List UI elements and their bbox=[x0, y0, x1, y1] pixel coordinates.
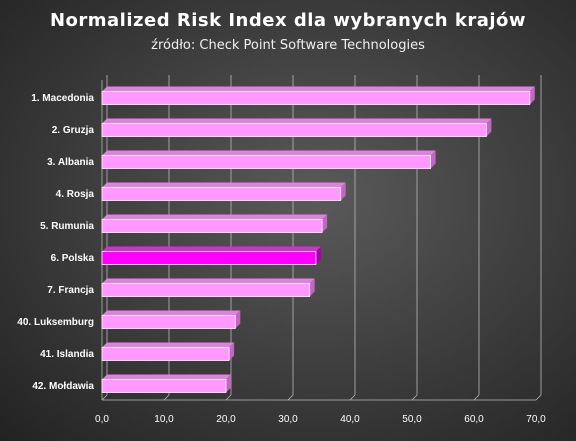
bar-end bbox=[229, 342, 235, 361]
chart-title: Normalized Risk Index dla wybranych kraj… bbox=[49, 10, 527, 31]
bar-top bbox=[102, 342, 235, 348]
bar-end bbox=[486, 118, 492, 137]
gridline-floor bbox=[473, 394, 480, 401]
bar bbox=[101, 155, 432, 169]
category-label: 4. Rosja bbox=[56, 189, 95, 200]
bar-end bbox=[430, 150, 436, 169]
x-tick-label: 10,0 bbox=[154, 414, 174, 425]
bar bbox=[101, 315, 236, 329]
category-label: 1. Macedonia bbox=[31, 93, 94, 104]
x-tick-label: 20,0 bbox=[216, 414, 236, 425]
bar bbox=[101, 347, 230, 361]
bar-end bbox=[315, 246, 321, 265]
bar-end bbox=[322, 214, 328, 233]
category-label: 6. Polska bbox=[51, 253, 95, 264]
category-label: 7. Francja bbox=[47, 285, 94, 296]
gridline-floor bbox=[535, 394, 542, 401]
bar-end bbox=[529, 86, 535, 105]
bar-top bbox=[102, 374, 231, 380]
bar-top bbox=[102, 182, 346, 188]
chart-subtitle: źródło: Check Point Software Technologie… bbox=[151, 38, 425, 53]
x-tick-label: 0,0 bbox=[95, 414, 109, 425]
bar bbox=[101, 91, 531, 105]
x-tick-label: 50,0 bbox=[402, 414, 422, 425]
gridline-floor bbox=[225, 394, 232, 401]
category-label: 5. Rumunia bbox=[40, 221, 94, 232]
category-label: 2. Gruzja bbox=[52, 125, 95, 136]
category-label: 40. Luksemburg bbox=[17, 317, 94, 328]
bar-top bbox=[102, 278, 315, 284]
bar bbox=[101, 283, 311, 297]
bar-top bbox=[102, 310, 241, 316]
category-label: 41. Islandia bbox=[40, 349, 94, 360]
bar-end bbox=[309, 278, 315, 297]
category-label: 42. Mołdawia bbox=[32, 381, 94, 392]
gridline-floor bbox=[411, 394, 418, 401]
bar-top bbox=[102, 118, 492, 124]
x-tick-label: 70,0 bbox=[526, 414, 546, 425]
bar-top bbox=[102, 246, 321, 252]
bar-end bbox=[235, 310, 241, 329]
bar-top bbox=[102, 214, 328, 220]
bar-top bbox=[102, 150, 436, 156]
bar bbox=[101, 187, 342, 201]
gridline-floor bbox=[101, 394, 108, 401]
bar bbox=[101, 123, 487, 137]
bar-end bbox=[226, 374, 231, 393]
x-tick-label: 30,0 bbox=[278, 414, 298, 425]
bar bbox=[101, 219, 323, 233]
bar-top bbox=[102, 86, 535, 92]
bar bbox=[101, 251, 317, 265]
x-tick-label: 40,0 bbox=[340, 414, 360, 425]
bar-end bbox=[340, 182, 346, 201]
bar bbox=[101, 379, 227, 393]
x-tick-label: 60,0 bbox=[464, 414, 484, 425]
gridline-floor bbox=[349, 394, 356, 401]
category-label: 3. Albania bbox=[47, 157, 94, 168]
gridline-floor bbox=[287, 394, 294, 401]
gridline-floor bbox=[163, 394, 170, 401]
